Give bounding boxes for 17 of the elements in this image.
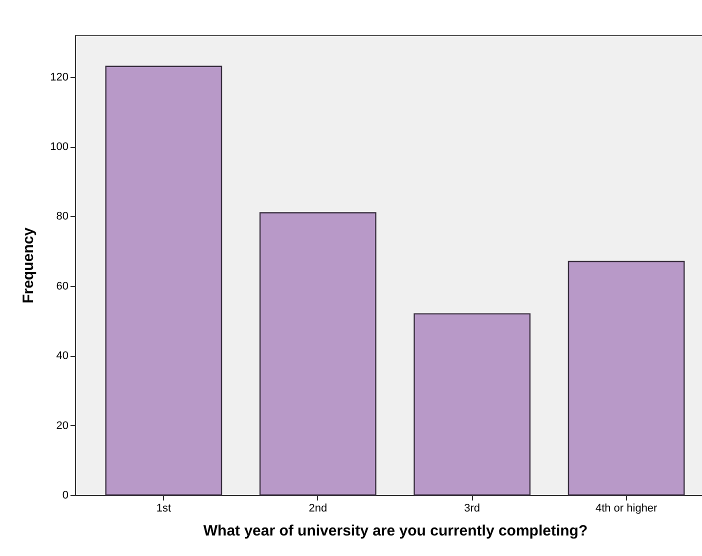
y-tick-label: 40	[56, 350, 68, 362]
x-tick-label: 3rd	[464, 502, 480, 514]
bar	[568, 260, 685, 496]
x-axis-title: What year of university are you currently completing?	[203, 522, 588, 540]
x-tick-label: 2nd	[308, 502, 328, 514]
y-tick-label: 80	[56, 210, 68, 223]
y-tick-label: 0	[62, 490, 68, 502]
y-tick-label: 100	[50, 141, 68, 154]
y-axis-title: Frequency	[20, 226, 38, 304]
x-tick-label: 4th or higher	[595, 502, 658, 514]
y-tick-label: 20	[56, 420, 68, 432]
bar	[259, 212, 376, 496]
bar	[105, 66, 222, 496]
y-tick-label: 120	[50, 71, 68, 84]
x-tick-label: 1st	[156, 502, 172, 514]
bar	[414, 313, 531, 496]
y-tick-label: 60	[56, 280, 68, 292]
